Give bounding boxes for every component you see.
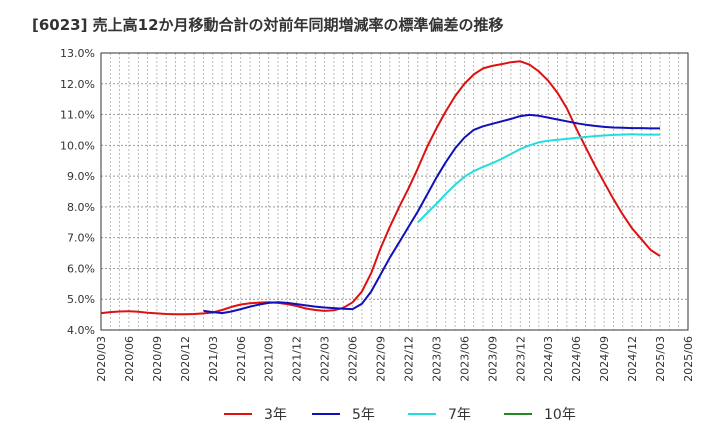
series-line-2 (203, 113, 660, 315)
x-tick-label: 2023/09 (486, 336, 499, 382)
x-tick-label: 2024/09 (598, 336, 611, 382)
axis-layer: 4.0% 5.0% 6.0% 7.0% 8.0% 9.0% 10.0% 11.0% 12.0% 1… (60, 47, 695, 382)
legend-label: 3年 (264, 407, 287, 423)
x-tick-label: 2023/03 (430, 336, 443, 382)
x-tick-label: 2023/06 (458, 336, 471, 382)
legend-label: 10年 (544, 407, 576, 423)
y-tick-label: 8.0% (67, 201, 95, 214)
x-tick-label: 2024/12 (626, 336, 639, 382)
y-tick-label: 11.0% (60, 109, 95, 122)
x-tick-label: 2021/06 (235, 336, 248, 382)
chart-title: [6023] 売上高12か月移動合計の対前年同期増減率の標準偏差の推移 (32, 16, 504, 34)
x-tick-label: 2023/12 (514, 336, 527, 382)
legend: 3年 5年 7年 10年 (224, 407, 576, 423)
y-tick-label: 4.0% (67, 324, 95, 337)
plot-frame (100, 52, 689, 331)
x-tick-label: 2024/03 (542, 336, 555, 382)
y-tick-label: 12.0% (60, 78, 95, 91)
x-tick-label: 2025/06 (682, 336, 695, 382)
y-tick-label: 10.0% (60, 139, 95, 152)
series-line-3 (417, 133, 660, 224)
x-tick-label: 2020/09 (151, 336, 164, 382)
grid-layer (100, 52, 689, 331)
series-line-1 (100, 60, 661, 316)
x-tick-label: 2021/03 (207, 336, 220, 382)
x-tick-label: 2022/09 (375, 336, 388, 382)
x-tick-label: 2022/12 (402, 336, 415, 382)
y-tick-label: 5.0% (67, 293, 95, 306)
x-tick-label: 2024/06 (570, 336, 583, 382)
x-tick-label: 2021/12 (291, 336, 304, 382)
x-tick-label: 2022/03 (319, 336, 332, 382)
legend-label: 5年 (352, 407, 375, 423)
legend-label: 7年 (448, 407, 471, 423)
x-tick-label: 2025/03 (654, 336, 667, 382)
y-tick-label: 7.0% (67, 232, 95, 245)
x-tick-label: 2021/09 (263, 336, 276, 382)
x-tick-label: 2020/03 (95, 336, 108, 382)
y-tick-label: 6.0% (67, 262, 95, 275)
x-tick-label: 2022/06 (347, 336, 360, 382)
x-tick-label: 2020/06 (123, 336, 136, 382)
y-tick-label: 13.0% (60, 47, 95, 60)
x-tick-label: 2020/12 (179, 336, 192, 382)
series-layer (100, 60, 661, 316)
y-tick-label: 9.0% (67, 170, 95, 183)
